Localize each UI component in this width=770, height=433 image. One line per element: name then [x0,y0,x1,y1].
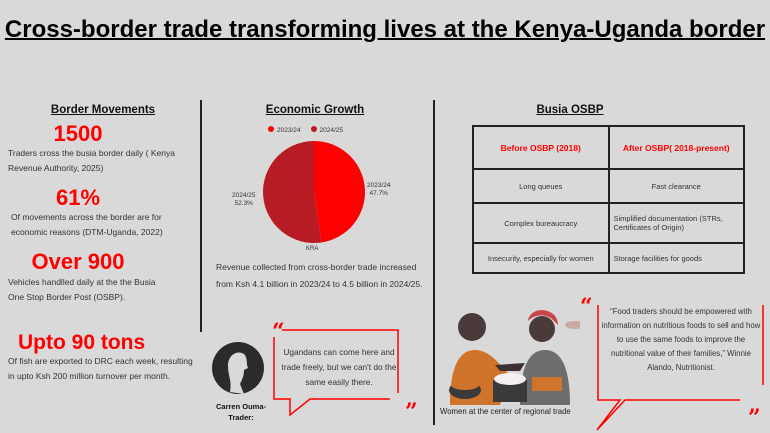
page-title: Cross-border trade transforming lives at… [4,16,766,43]
close-quote-icon: ” [405,399,418,425]
chart-source: KRA [306,246,319,252]
trader-quote-text: Ugandans can come here and trade freely,… [281,347,397,387]
stat-text: Of fish are exported to DRC each week, r… [8,355,193,381]
slice-label: 2024/25 52.3% [232,192,256,207]
busia-osbp-heading: Busia OSBP [536,104,604,116]
table-cell: Insecurity, especially for women [472,242,610,274]
stat-value: 1500 [53,121,103,146]
slice-label: 2023/24 47.7% [367,182,391,197]
table-cell: Simplified documentation (STRs, Certific… [607,202,745,244]
stat-text: Of movements across the border are for e… [11,212,163,238]
divider [433,100,435,425]
economic-growth-text: Revenue collected from cross-border trad… [216,262,423,289]
table-cell: Storage facilities for goods [607,242,745,274]
trader-name: Carren Ouma-Trader: [215,402,266,422]
border-movements-heading: Border Movements [50,104,156,116]
table-header: After OSBP( 2018-present) [607,125,745,170]
pie-slice-2023-24 [314,141,366,243]
speech-bubble [273,329,399,417]
chart-legend: 2023/24 2024/25 [268,126,343,134]
stat-value: 61% [55,185,101,211]
pie-slice-2024-25 [263,141,322,243]
stat-value: Over 900 [31,249,125,275]
legend-item: 2024/25 [310,126,343,134]
open-quote-icon: “ [272,319,285,345]
table-header: Before OSBP (2018) [472,125,610,170]
person-silhouette-icon [212,342,264,394]
open-quote-icon: “ [580,294,593,320]
close-quote-icon: ” [748,405,761,431]
divider [200,100,202,332]
image-caption: Women at the center of regional trade [440,407,571,416]
osbp-table: Before OSBP (2018) After OSBP( 2018-prese… [472,125,745,274]
pie-chart [263,141,366,243]
stat-value: Upto 90 tons [18,330,146,354]
women-trading-illustration [449,310,580,405]
border-movements-column: Border Movements 1500 Traders cross the … [8,104,198,384]
table-cell: Long queues [472,168,610,204]
table-cell: Fast clearance [607,168,745,204]
economic-growth-heading: Economic Growth [265,104,365,116]
legend-item: 2023/24 [268,126,301,134]
stat-text: Traders cross the busia border daily ( K… [8,148,175,174]
speech-bubble [596,305,764,431]
table-cell: Complex bureaucracy [472,202,610,244]
stat-text: Vehicles handlled daily at the the Busia… [8,276,156,302]
nutritionist-quote-text: “Food traders should be empowered with i… [601,307,761,372]
